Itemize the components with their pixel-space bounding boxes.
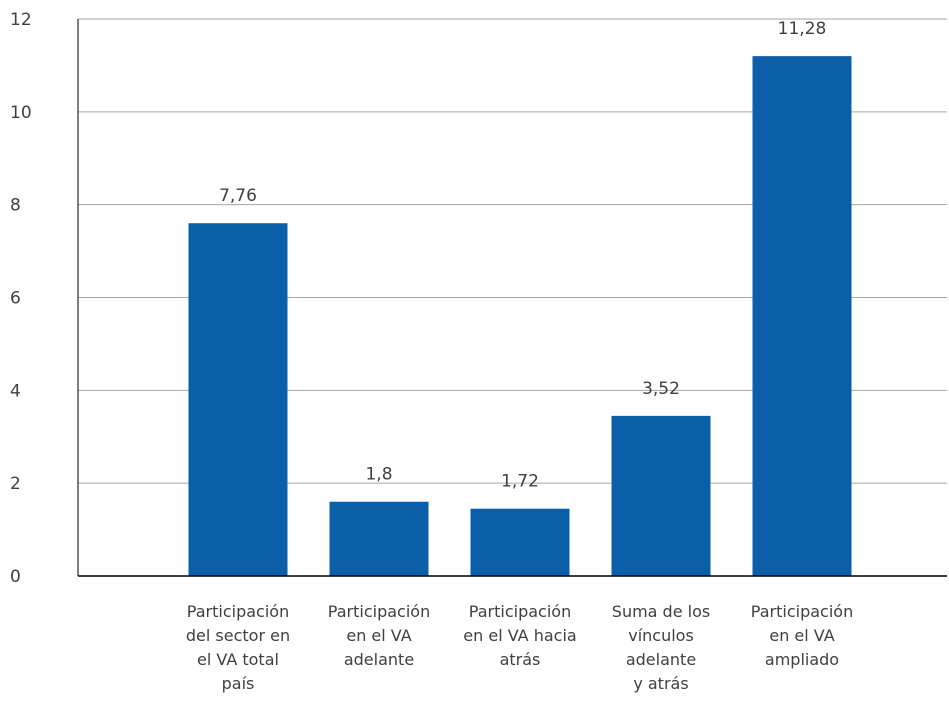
data-labels: 7,76 1,8 1,72 3,52 11,28 [219,19,826,492]
category-label: Participación [751,602,853,621]
category-label: Participación [469,602,571,621]
category-label: adelante [344,650,414,669]
category-label: vínculos [628,626,694,645]
category-label: Participación [328,602,430,621]
data-label: 7,76 [219,186,257,206]
category-label: del sector en [186,626,290,645]
y-tick-label: 4 [10,381,21,401]
bar [329,501,429,576]
category-label: y atrás [633,674,688,693]
data-label: 1,8 [365,465,392,485]
y-tick-label: 10 [10,103,32,123]
bars [188,56,852,576]
x-axis-category-labels: Participación del sector en el VA total paí… [186,602,853,693]
category-label: Participación [187,602,289,621]
category-label: en el VA [346,626,411,645]
category-label: en el VA [769,626,834,645]
bar [188,223,288,576]
data-label: 3,52 [642,379,680,399]
y-tick-label: 8 [10,196,21,216]
category-label: Suma de los [612,602,710,621]
data-label: 1,72 [501,472,539,492]
bar [752,56,852,576]
y-tick-label: 6 [10,289,21,309]
category-label: en el VA hacia [463,626,576,645]
y-axis-tick-labels: 0 2 4 6 8 10 12 [10,10,32,587]
y-tick-label: 12 [10,10,32,30]
bar [611,415,711,576]
category-label: el VA total [197,650,279,669]
category-label: país [222,674,255,693]
y-tick-label: 2 [10,474,21,494]
axes [77,19,947,577]
category-label: adelante [626,650,696,669]
category-label: atrás [500,650,541,669]
data-label: 11,28 [778,19,827,39]
bar [470,508,570,576]
y-tick-label: 0 [10,567,21,587]
category-label: ampliado [765,650,839,669]
